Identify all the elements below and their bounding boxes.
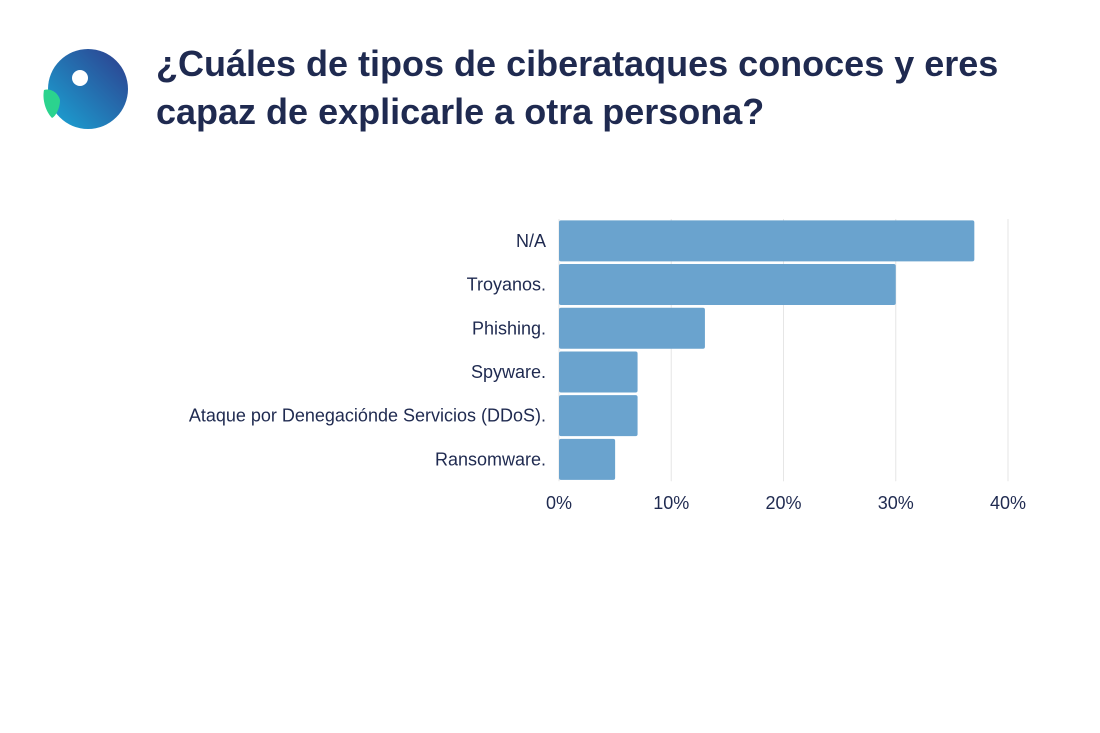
category-label: N/A <box>516 231 546 251</box>
category-label: Ataque por Denegaciónde Servicios (DDoS)… <box>189 406 546 426</box>
bar <box>559 351 638 393</box>
x-axis-ticks: 0% 10% 20% 30% 40% <box>546 493 1026 513</box>
category-label: Spyware. <box>471 362 546 382</box>
bar <box>559 395 638 437</box>
grid-lines <box>558 219 1009 482</box>
category-label: Phishing. <box>472 318 546 338</box>
category-label: Troyanos. <box>467 275 546 295</box>
x-tick-label: 0% <box>546 493 572 513</box>
category-label: Ransomware. <box>435 449 546 469</box>
bar <box>559 220 975 262</box>
bar <box>559 307 705 349</box>
x-tick-label: 40% <box>990 493 1026 513</box>
page-title: ¿Cuáles de tipos de ciberataques conoces… <box>156 43 999 132</box>
bar <box>559 264 896 306</box>
x-tick-label: 30% <box>878 493 914 513</box>
x-tick-label: 20% <box>765 493 801 513</box>
category-labels: N/A Troyanos. Phishing. Spyware. Ataque por … <box>189 231 546 470</box>
bar <box>559 438 616 480</box>
x-tick-label: 10% <box>653 493 689 513</box>
brand-logo-icon <box>43 49 128 129</box>
bars <box>559 220 975 480</box>
